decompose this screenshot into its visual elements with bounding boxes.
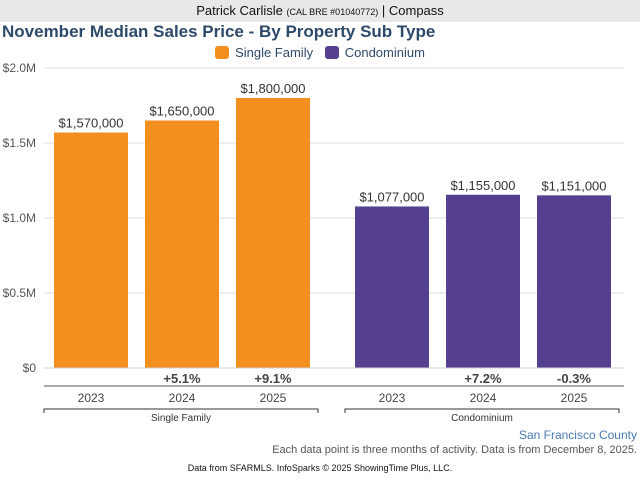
group-label: Condominium — [451, 413, 513, 424]
data-label: $1,650,000 — [149, 104, 214, 119]
bar-condominium-2023 — [355, 206, 429, 368]
y-tick-label: $0.5M — [3, 286, 36, 300]
data-credit: Data from SFARMLS. InfoSparks © 2025 Sho… — [187, 463, 453, 473]
group-label: Single Family — [151, 413, 211, 424]
group-bracket — [43, 408, 319, 413]
data-label: $1,570,000 — [58, 116, 123, 131]
x-tick-label: 2024 — [169, 391, 196, 405]
legend-swatch-single-family — [215, 46, 230, 59]
data-label: $1,077,000 — [359, 189, 424, 204]
x-tick-label: 2025 — [561, 391, 588, 405]
agent-license: (CAL BRE #01040772) — [286, 7, 379, 17]
y-tick-label: $1.5M — [3, 136, 36, 150]
chart-title: November Median Sales Price - By Propert… — [2, 22, 436, 41]
y-tick-label: $2.0M — [3, 61, 36, 75]
agent-name: Patrick Carlisle — [196, 3, 283, 18]
legend-item-single-family[interactable]: Single Family — [215, 45, 313, 60]
chart-legend: Single Family Condominium — [0, 45, 640, 62]
data-note: Each data point is three months of activ… — [272, 444, 637, 456]
header-separator: | — [381, 3, 386, 18]
agent-header: Patrick Carlisle (CAL BRE #01040772) | C… — [0, 0, 640, 22]
change-label: +5.1% — [163, 371, 201, 386]
group-bracket — [344, 408, 620, 413]
brokerage-name: Compass — [388, 3, 444, 18]
bar-single-family-2023 — [54, 132, 128, 368]
change-label: +7.2% — [464, 371, 502, 386]
x-tick-label: 2023 — [78, 391, 105, 405]
legend-label-condominium: Condominium — [344, 45, 425, 60]
data-label: $1,800,000 — [240, 81, 305, 96]
y-tick-label: $0 — [23, 361, 37, 375]
change-label: -0.3% — [557, 371, 591, 386]
bar-chart: $0 $0.5M $1.0M $1.5M $2.0M $1,570,000 2023 $1,6… — [3, 61, 624, 424]
change-label: +9.1% — [254, 371, 292, 386]
data-label: $1,155,000 — [450, 178, 515, 193]
y-tick-label: $1.0M — [3, 211, 36, 225]
legend-item-condominium[interactable]: Condominium — [324, 45, 425, 60]
bar-single-family-2025 — [236, 98, 310, 368]
legend-swatch-condominium — [324, 46, 339, 59]
legend-label-single-family: Single Family — [235, 45, 314, 60]
bar-single-family-2024 — [145, 120, 219, 368]
data-label: $1,151,000 — [541, 178, 606, 193]
x-tick-label: 2025 — [260, 391, 287, 405]
bar-condominium-2024 — [446, 194, 520, 368]
county-label: San Francisco County — [518, 428, 637, 442]
x-tick-label: 2023 — [379, 391, 406, 405]
bar-condominium-2025 — [537, 195, 611, 368]
x-tick-label: 2024 — [470, 391, 497, 405]
